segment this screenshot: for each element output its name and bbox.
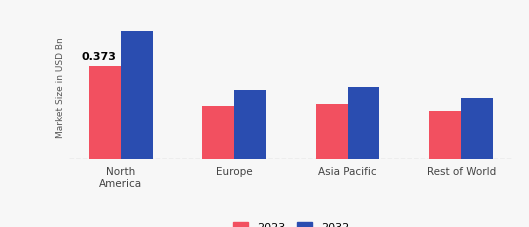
Bar bbox=[89, 67, 121, 159]
Bar bbox=[316, 104, 348, 159]
Bar bbox=[430, 111, 461, 159]
Bar bbox=[234, 91, 266, 159]
Text: 0.373: 0.373 bbox=[82, 52, 116, 62]
Y-axis label: Market Size in USD Bn: Market Size in USD Bn bbox=[56, 37, 65, 138]
Legend: 2023, 2032: 2023, 2032 bbox=[233, 222, 349, 227]
Bar bbox=[203, 106, 234, 159]
Bar bbox=[348, 87, 379, 159]
Bar bbox=[461, 98, 493, 159]
Bar bbox=[121, 32, 152, 159]
